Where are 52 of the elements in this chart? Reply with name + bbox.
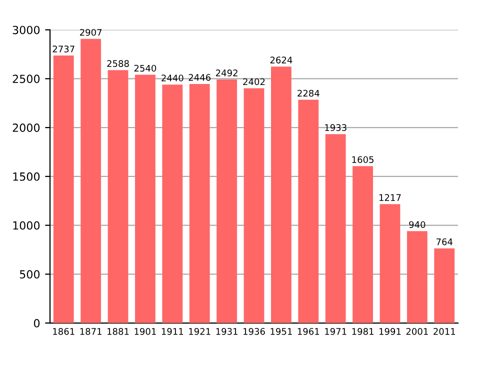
bar bbox=[434, 248, 455, 324]
data-label: 940 bbox=[409, 221, 426, 228]
y-tick-label: 1500 bbox=[13, 172, 40, 181]
bar bbox=[244, 88, 264, 324]
data-label: 2284 bbox=[298, 90, 320, 97]
bar bbox=[108, 70, 128, 324]
data-label: 2446 bbox=[188, 74, 211, 81]
bar bbox=[135, 74, 156, 324]
x-tick-label: 1936 bbox=[244, 328, 265, 335]
data-label: 2624 bbox=[270, 56, 292, 64]
x-tick-label: 1961 bbox=[298, 328, 320, 335]
data-label: 1217 bbox=[379, 194, 401, 201]
bar bbox=[162, 84, 183, 324]
x-tick-label: 1871 bbox=[80, 328, 102, 335]
bar bbox=[406, 231, 428, 324]
bar bbox=[298, 100, 319, 324]
x-tick-label: 1881 bbox=[108, 328, 129, 335]
x-tick-label: 1901 bbox=[134, 328, 156, 335]
data-label: 1933 bbox=[325, 124, 346, 131]
data-label: 2402 bbox=[243, 78, 265, 86]
data-label: 2588 bbox=[107, 60, 129, 67]
data-label: 2737 bbox=[52, 46, 74, 52]
x-tick-label: 2001 bbox=[406, 328, 428, 335]
y-tick-label: 2500 bbox=[12, 74, 40, 84]
x-tick-label: 1911 bbox=[162, 328, 184, 335]
data-label: 2907 bbox=[80, 28, 102, 36]
x-tick-label: 1991 bbox=[379, 328, 401, 335]
bar bbox=[189, 84, 210, 324]
y-tick-label: 3000 bbox=[12, 26, 40, 34]
x-tick-label: 1971 bbox=[325, 328, 346, 335]
bar bbox=[352, 166, 373, 324]
data-label: 2492 bbox=[216, 70, 238, 76]
x-tick-label: 1931 bbox=[216, 328, 238, 335]
data-label: 2440 bbox=[162, 74, 184, 82]
data-label: 764 bbox=[436, 238, 452, 246]
x-tick-label: 1951 bbox=[270, 328, 292, 335]
y-tick-label: 1000 bbox=[13, 221, 40, 230]
y-tick-label: 0 bbox=[34, 318, 40, 328]
y-tick-label: 2000 bbox=[12, 124, 40, 132]
y-tick-label: 500 bbox=[20, 270, 40, 279]
bar bbox=[380, 204, 400, 324]
x-tick-label: 2011 bbox=[434, 328, 456, 335]
data-label: 1605 bbox=[352, 156, 374, 164]
x-tick-label: 1981 bbox=[352, 328, 374, 335]
bar bbox=[271, 66, 292, 324]
bar bbox=[216, 79, 238, 324]
data-label: 2540 bbox=[134, 64, 156, 72]
bar bbox=[325, 134, 346, 324]
x-tick-label: 1861 bbox=[53, 328, 74, 335]
x-tick-label: 1921 bbox=[189, 328, 210, 335]
bar bbox=[80, 38, 102, 324]
bar bbox=[53, 56, 74, 324]
